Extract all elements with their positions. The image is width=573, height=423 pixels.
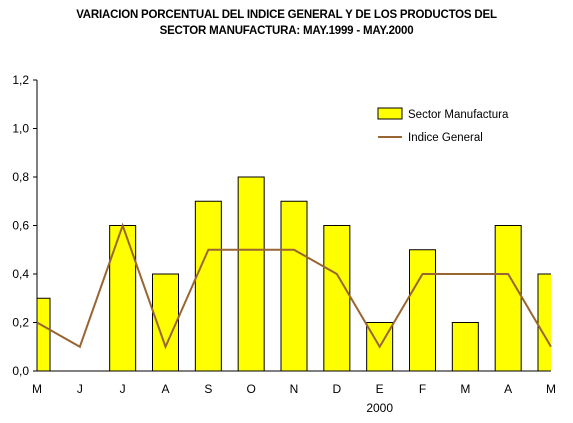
- x-tick-label-4: S: [204, 382, 212, 396]
- x-tick-label-10: M: [460, 382, 470, 396]
- x-year-label: 2000: [366, 401, 393, 415]
- y-tick-label-5: 1,0: [12, 122, 29, 136]
- bar-11: [494, 225, 522, 372]
- x-tick-label-8: E: [376, 382, 384, 396]
- x-tick-label-3: A: [161, 382, 169, 396]
- legend-swatch-bar: [377, 107, 403, 120]
- x-tick-label-7: D: [332, 382, 341, 396]
- x-tick-label-6: N: [290, 382, 299, 396]
- bar-2: [109, 225, 137, 372]
- y-tick-label-2: 0,4: [12, 267, 29, 281]
- bar-7: [323, 225, 351, 372]
- bar-9: [409, 249, 436, 372]
- bar-5: [237, 176, 265, 372]
- x-tick-label-9: F: [419, 382, 426, 396]
- bar-6: [280, 200, 308, 372]
- bar-0: [37, 297, 51, 372]
- x-tick-label-0: M: [32, 382, 42, 396]
- x-tick-label-1: J: [77, 382, 83, 396]
- chart-title-line-2: SECTOR MANUFACTURA: MAY.1999 - MAY.2000: [159, 25, 414, 37]
- y-tick-label-0: 0,0: [12, 364, 29, 378]
- x-tick-label-2: J: [120, 382, 126, 396]
- bar-12: [537, 273, 551, 372]
- legend-label-line: Indice General: [408, 132, 483, 144]
- bar-4: [194, 200, 222, 372]
- chart-title-line-1: VARIACION PORCENTUAL DEL INDICE GENERAL …: [76, 9, 497, 21]
- y-tick-label-6: 1,2: [12, 73, 29, 87]
- x-tick-label-12: M: [546, 382, 556, 396]
- legend-label-bar: Sector Manufactura: [408, 109, 509, 121]
- x-tick-label-5: O: [246, 382, 255, 396]
- bar-10: [451, 322, 479, 372]
- y-tick-label-1: 0,2: [12, 316, 29, 330]
- x-tick-label-11: A: [504, 382, 512, 396]
- y-tick-label-3: 0,6: [12, 219, 29, 233]
- y-tick-label-4: 0,8: [12, 170, 29, 184]
- bar-series-sector-manufactura: [37, 176, 551, 372]
